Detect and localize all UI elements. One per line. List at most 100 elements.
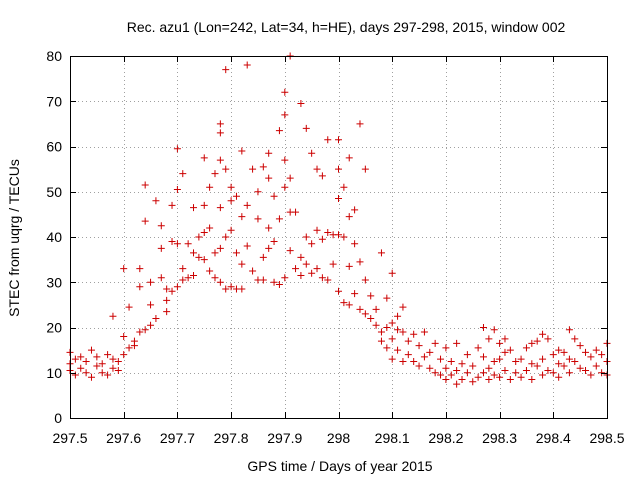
data-point xyxy=(270,238,278,246)
data-point xyxy=(318,235,326,243)
data-point xyxy=(555,373,563,381)
data-point xyxy=(104,351,112,359)
data-point xyxy=(173,185,181,193)
data-point xyxy=(163,308,171,316)
data-point xyxy=(163,296,171,304)
data-point xyxy=(259,276,267,284)
data-point xyxy=(453,366,461,374)
data-point xyxy=(147,301,155,309)
y-axis-label: STEC from uqrg / TECUs xyxy=(6,159,22,317)
data-point xyxy=(318,274,326,282)
data-point xyxy=(179,170,187,178)
data-point xyxy=(598,351,606,359)
data-point xyxy=(565,355,573,363)
data-point xyxy=(147,321,155,329)
data-point xyxy=(388,355,396,363)
data-point xyxy=(87,346,95,354)
data-point xyxy=(216,278,224,286)
data-point xyxy=(232,249,240,257)
data-point xyxy=(265,244,273,252)
data-point xyxy=(356,258,364,266)
x-tick-label: 297.6 xyxy=(106,430,141,446)
data-point xyxy=(528,376,536,384)
data-point xyxy=(200,228,208,236)
data-point xyxy=(565,369,573,377)
data-point xyxy=(265,149,273,157)
data-point xyxy=(533,337,541,345)
data-point xyxy=(404,337,412,345)
data-point xyxy=(437,371,445,379)
data-point xyxy=(87,373,95,381)
data-point xyxy=(399,303,407,311)
data-point xyxy=(222,285,230,293)
data-point xyxy=(394,346,402,354)
data-point xyxy=(82,369,90,377)
data-point xyxy=(249,165,257,173)
data-point xyxy=(292,208,300,216)
data-points-layer xyxy=(66,52,611,388)
y-tick-label: 50 xyxy=(46,184,62,200)
data-point xyxy=(598,369,606,377)
data-point xyxy=(318,172,326,180)
data-point xyxy=(453,339,461,347)
data-point xyxy=(157,244,165,252)
data-point xyxy=(565,326,573,334)
data-point xyxy=(571,357,579,365)
data-point xyxy=(356,120,364,128)
data-point xyxy=(120,333,128,341)
data-point xyxy=(469,362,477,370)
y-tick-label: 80 xyxy=(46,48,62,64)
data-point xyxy=(109,364,117,372)
data-point xyxy=(388,335,396,343)
x-tick-labels: 297.5 297.6 297.7 297.8 297.9 298 298.1 298.2 29… xyxy=(52,430,624,446)
data-point xyxy=(539,330,547,338)
data-point xyxy=(479,369,487,377)
data-point xyxy=(313,265,321,273)
data-point xyxy=(367,292,375,300)
data-point xyxy=(420,328,428,336)
data-point xyxy=(372,305,380,313)
data-point xyxy=(184,274,192,282)
data-point xyxy=(259,163,267,171)
data-point xyxy=(163,285,171,293)
data-point xyxy=(485,364,493,372)
data-point xyxy=(71,371,79,379)
data-point xyxy=(168,238,176,246)
data-point xyxy=(361,276,369,284)
data-point xyxy=(227,226,235,234)
data-point xyxy=(485,376,493,384)
data-point xyxy=(200,201,208,209)
data-point xyxy=(431,339,439,347)
data-point xyxy=(388,269,396,277)
data-point xyxy=(232,192,240,200)
data-point xyxy=(211,274,219,282)
data-point xyxy=(458,376,466,384)
data-point xyxy=(501,335,509,343)
data-point xyxy=(275,215,283,223)
data-point xyxy=(222,165,230,173)
data-point xyxy=(216,244,224,252)
data-point xyxy=(415,342,423,350)
data-point xyxy=(297,271,305,279)
data-point xyxy=(383,324,391,331)
data-point xyxy=(351,240,359,248)
data-point xyxy=(377,249,385,257)
data-point xyxy=(98,369,106,377)
data-point xyxy=(238,147,246,155)
data-point xyxy=(335,136,342,144)
data-point xyxy=(474,373,482,381)
data-point xyxy=(506,346,514,354)
data-point xyxy=(544,366,552,374)
data-point xyxy=(490,326,498,334)
data-point xyxy=(544,335,552,343)
data-point xyxy=(351,206,359,214)
data-point xyxy=(437,355,445,363)
data-point xyxy=(490,357,498,365)
data-point xyxy=(286,174,294,182)
data-point xyxy=(340,233,348,241)
data-point xyxy=(340,183,348,191)
data-point xyxy=(216,120,224,128)
data-point xyxy=(206,183,214,191)
data-point xyxy=(345,154,353,162)
